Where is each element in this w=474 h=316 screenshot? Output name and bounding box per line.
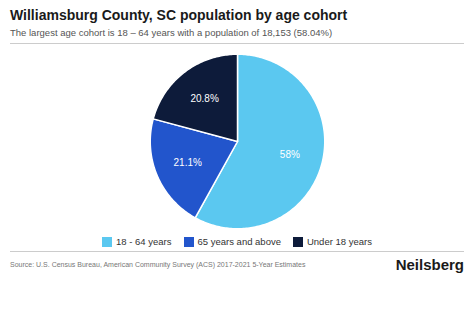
html-text:18 - 64 years: 18 - 64 years	[116, 236, 172, 247]
html-text:Williamsburg County, SC popula: Williamsburg County, SC population by ag…	[10, 7, 348, 23]
html-text:The largest age cohort is 18 –: The largest age cohort is 18 – 64 years …	[10, 27, 333, 38]
html-text:Neilsberg: Neilsberg	[395, 256, 464, 273]
html-text:Source: U.S. Census Bureau, Am: Source: U.S. Census Bureau, American Com…	[10, 261, 306, 268]
html-text:Under 18 years: Under 18 years	[307, 236, 372, 247]
svg-text:20.8%: 20.8%	[190, 93, 218, 104]
svg-text:58%: 58%	[280, 149, 300, 160]
svg-text:21.1%: 21.1%	[174, 157, 202, 168]
html-text:65 years and above: 65 years and above	[197, 236, 281, 247]
